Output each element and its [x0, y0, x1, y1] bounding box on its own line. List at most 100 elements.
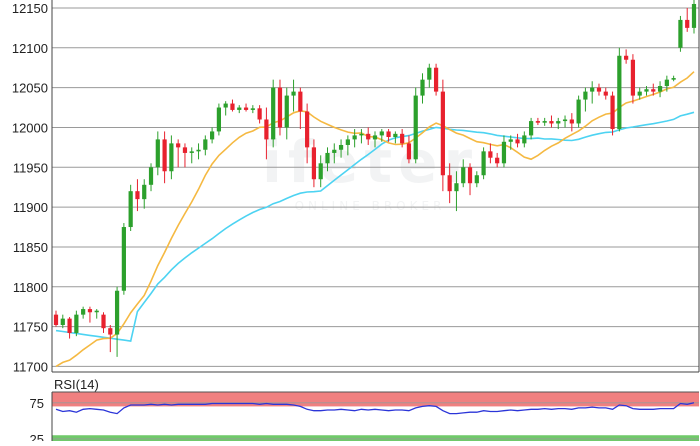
- candle-78[interactable]: [583, 87, 588, 112]
- candle-63[interactable]: [481, 147, 486, 180]
- candle-22[interactable]: [203, 135, 208, 156]
- candle-44[interactable]: [352, 129, 357, 148]
- candle-36[interactable]: [298, 87, 303, 130]
- candle-79[interactable]: [590, 81, 595, 104]
- candle-54[interactable]: [420, 73, 425, 104]
- candle-90[interactable]: [664, 75, 669, 92]
- candle-55[interactable]: [427, 63, 432, 88]
- candle-10[interactable]: [121, 223, 126, 295]
- candle-12[interactable]: [135, 179, 140, 212]
- candle-1[interactable]: [60, 314, 65, 329]
- candle-40[interactable]: [325, 147, 330, 172]
- candle-6[interactable]: [94, 309, 99, 319]
- candle-43[interactable]: [345, 135, 350, 156]
- candle-20[interactable]: [189, 147, 194, 164]
- candle-93[interactable]: [685, 7, 690, 32]
- candle-5[interactable]: [87, 306, 93, 323]
- candle-45[interactable]: [359, 129, 364, 144]
- candle-92[interactable]: [678, 15, 683, 52]
- candle-81[interactable]: [603, 87, 608, 100]
- candle-74[interactable]: [556, 117, 561, 130]
- candle-91[interactable]: [671, 75, 676, 82]
- candle-94[interactable]: [691, 0, 697, 34]
- candle-33[interactable]: [277, 79, 283, 136]
- candle-34[interactable]: [284, 87, 289, 140]
- candle-28[interactable]: [243, 103, 249, 112]
- candle-76[interactable]: [569, 113, 574, 132]
- candle-59[interactable]: [454, 171, 459, 212]
- candle-49[interactable]: [386, 129, 391, 142]
- candle-70[interactable]: [529, 117, 534, 140]
- candlestick-series[interactable]: [53, 0, 697, 357]
- candle-60[interactable]: [461, 159, 466, 188]
- candle-3[interactable]: [74, 310, 79, 337]
- candle-52[interactable]: [406, 135, 412, 164]
- candle-8[interactable]: [108, 325, 113, 353]
- candle-26[interactable]: [230, 99, 235, 112]
- candle-88[interactable]: [651, 83, 656, 96]
- candle-85[interactable]: [630, 54, 636, 104]
- candle-67[interactable]: [508, 135, 513, 150]
- candle-72[interactable]: [542, 117, 547, 126]
- candle-75[interactable]: [562, 115, 568, 128]
- candle-69[interactable]: [522, 131, 527, 148]
- candle-65[interactable]: [495, 152, 500, 168]
- candle-30[interactable]: [257, 105, 262, 124]
- candle-83[interactable]: [617, 47, 622, 132]
- candle-39[interactable]: [318, 155, 323, 188]
- candle-24[interactable]: [216, 103, 221, 136]
- candle-9[interactable]: [114, 286, 120, 357]
- candle-16[interactable]: [162, 131, 167, 184]
- candle-62[interactable]: [474, 171, 479, 188]
- candle-57[interactable]: [440, 79, 445, 192]
- candle-17[interactable]: [169, 135, 174, 180]
- candle-50[interactable]: [393, 131, 398, 144]
- candle-15[interactable]: [155, 131, 160, 176]
- candle-82[interactable]: [610, 91, 615, 136]
- candle-31[interactable]: [264, 107, 269, 160]
- candle-37[interactable]: [305, 103, 310, 164]
- candle-4[interactable]: [81, 306, 86, 319]
- candle-46[interactable]: [366, 127, 371, 145]
- candle-86[interactable]: [637, 87, 642, 100]
- candle-body: [372, 135, 378, 140]
- candle-89[interactable]: [657, 81, 663, 98]
- candle-53[interactable]: [413, 87, 418, 164]
- candle-13[interactable]: [142, 179, 147, 209]
- candle-58[interactable]: [447, 163, 452, 204]
- candle-61[interactable]: [467, 163, 473, 196]
- candle-73[interactable]: [549, 115, 554, 128]
- candle-25[interactable]: [223, 101, 228, 116]
- candle-48[interactable]: [379, 129, 384, 142]
- candle-71[interactable]: [535, 117, 540, 126]
- candle-27[interactable]: [237, 105, 242, 114]
- candle-18[interactable]: [176, 139, 181, 168]
- candle-11[interactable]: [128, 184, 133, 232]
- candle-body: [467, 167, 473, 184]
- candle-64[interactable]: [488, 143, 493, 164]
- candle-56[interactable]: [433, 63, 439, 96]
- candle-32[interactable]: [271, 79, 276, 148]
- candle-2[interactable]: [67, 317, 72, 339]
- candle-41[interactable]: [332, 143, 337, 164]
- candle-66[interactable]: [501, 135, 507, 168]
- candle-0[interactable]: [53, 310, 59, 327]
- candle-38[interactable]: [311, 139, 317, 188]
- candle-35[interactable]: [291, 79, 296, 112]
- candle-7[interactable]: [101, 312, 106, 333]
- candle-body: [243, 107, 249, 110]
- candle-19[interactable]: [182, 143, 188, 168]
- candle-42[interactable]: [338, 139, 344, 158]
- candle-14[interactable]: [148, 163, 154, 192]
- candle-68[interactable]: [515, 133, 520, 148]
- candle-87[interactable]: [644, 86, 649, 96]
- candle-29[interactable]: [250, 105, 255, 114]
- candle-21[interactable]: [196, 143, 201, 160]
- candle-51[interactable]: [400, 129, 405, 148]
- candle-77[interactable]: [576, 95, 581, 128]
- candle-80[interactable]: [596, 83, 602, 96]
- candle-47[interactable]: [372, 131, 378, 148]
- candle-84[interactable]: [624, 49, 629, 64]
- candle-23[interactable]: [210, 127, 215, 144]
